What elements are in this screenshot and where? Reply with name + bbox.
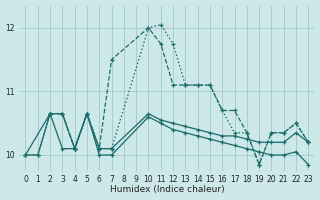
X-axis label: Humidex (Indice chaleur): Humidex (Indice chaleur) bbox=[109, 185, 224, 194]
